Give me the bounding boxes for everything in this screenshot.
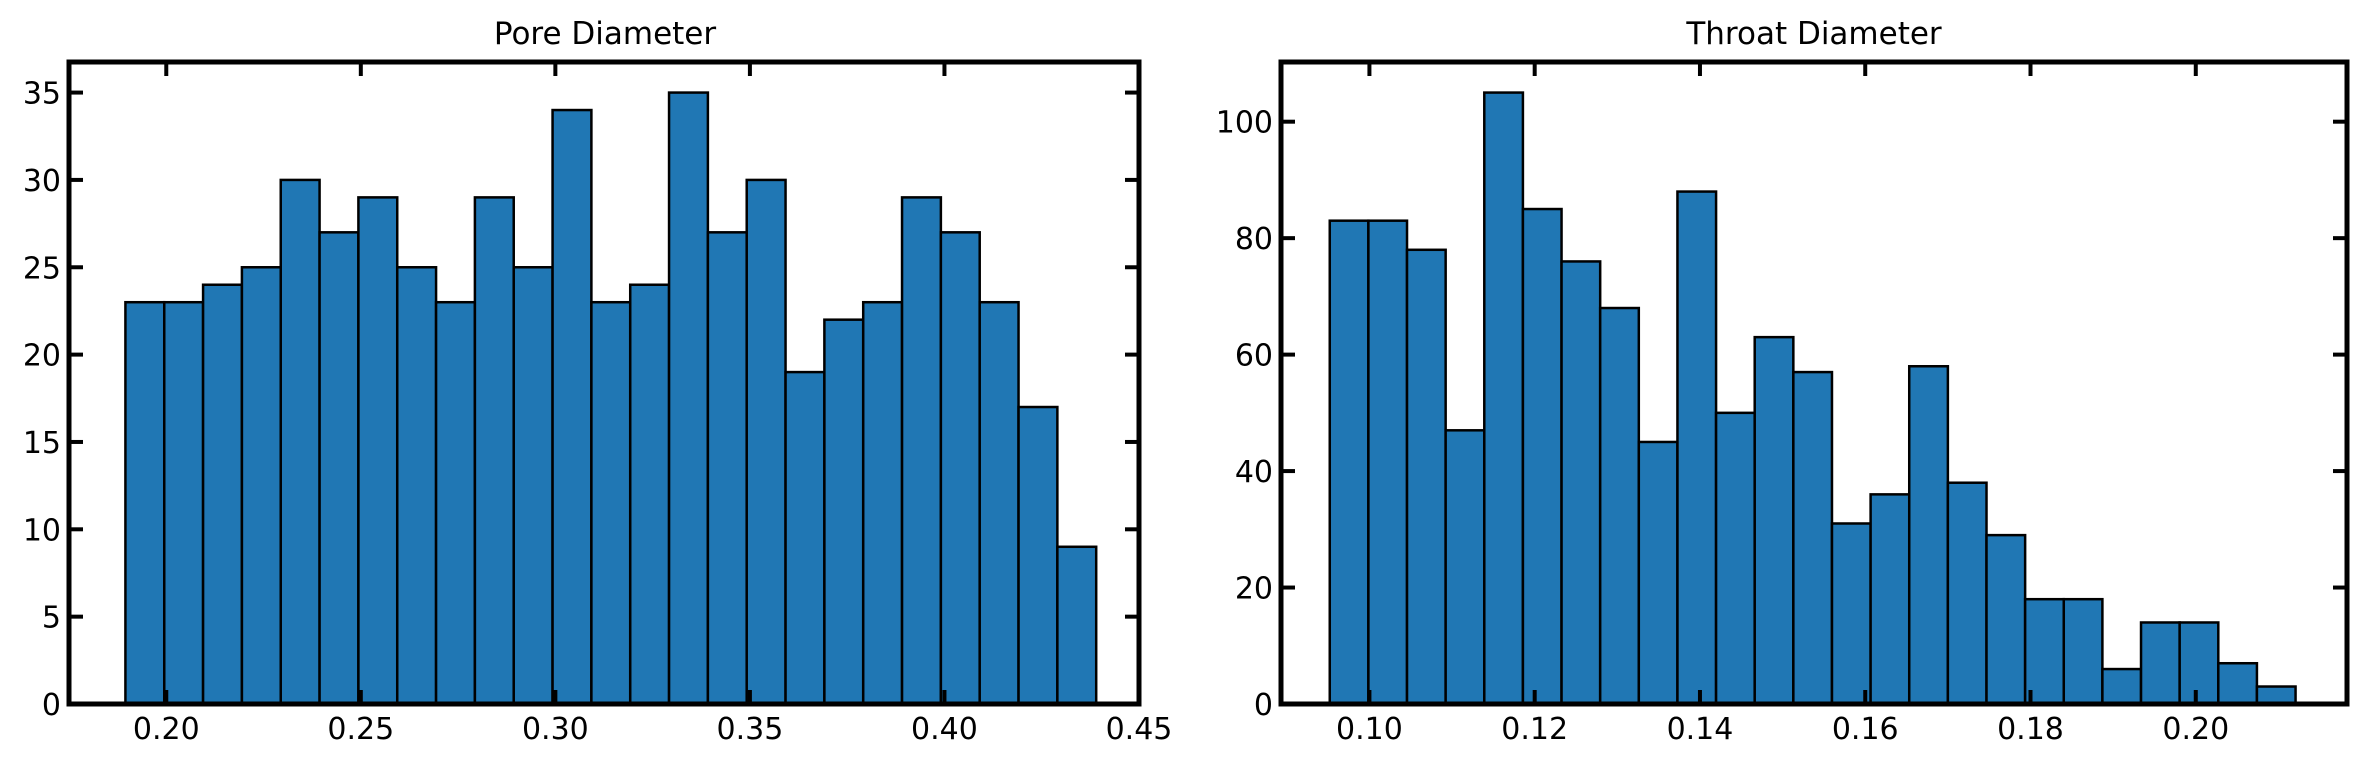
- bars-group: [124, 91, 1098, 706]
- histogram-bar: [2255, 685, 2297, 706]
- x-tick-label: 0.40: [911, 712, 978, 747]
- y-tick-label: 0: [42, 688, 61, 723]
- x-tick-label: 0.30: [522, 712, 589, 747]
- chart-title: Throat Diameter: [1685, 16, 1942, 52]
- histogram-bar: [1560, 260, 1602, 706]
- y-tick-label: 20: [1235, 572, 1273, 607]
- histogram-bar: [1483, 91, 1525, 706]
- y-tick-label: 5: [42, 601, 61, 636]
- histogram-bar: [1405, 248, 1447, 706]
- histogram-bar: [1869, 493, 1911, 706]
- x-tick-label: 0.20: [133, 712, 200, 747]
- histogram-bar: [1328, 219, 1370, 706]
- ticks-group: 0.20 0.25 0.30 0.35 0.40 0.45 0 5 10 15 20 25 30 35: [23, 62, 1173, 747]
- histogram-bar: [1444, 429, 1486, 706]
- x-tick-label: 0.25: [327, 712, 394, 747]
- x-tick-label: 0.10: [1336, 712, 1403, 747]
- x-tick-label: 0.45: [1106, 712, 1173, 747]
- histogram-bar: [1676, 190, 1718, 706]
- histogram-bar: [2101, 667, 2143, 706]
- histogram-bar: [1637, 440, 1679, 706]
- x-tick-label: 0.35: [717, 712, 784, 747]
- ticks-group: 0.10 0.12 0.14 0.16 0.18 0.20 0 20 40 60 80 100: [1216, 62, 2347, 747]
- axes-frame: [1278, 59, 2350, 707]
- y-tick-label: 100: [1216, 106, 1273, 141]
- pore-diameter-histogram: Pore Diameter 0.20 0.25 0.30 0.35 0.40 0.45 0 5…: [23, 16, 1173, 747]
- histogram-bar: [1907, 365, 1950, 706]
- histogram-bar: [1521, 207, 1563, 706]
- axes-frame: [66, 59, 1142, 707]
- histogram-bar: [2062, 597, 2104, 706]
- x-tick-label: 0.16: [1832, 712, 1899, 747]
- histogram-bar: [395, 266, 438, 706]
- histogram-bar: [706, 231, 748, 706]
- histogram-bar: [784, 370, 826, 706]
- y-tick-label: 15: [23, 426, 61, 461]
- histogram-bar: [628, 283, 671, 706]
- histogram-bar: [357, 196, 399, 706]
- histogram-bar: [861, 300, 904, 706]
- y-tick-label: 80: [1235, 222, 1273, 257]
- histogram-bar: [1946, 481, 1988, 706]
- histogram-bar: [1753, 335, 1795, 706]
- histogram-bar: [590, 300, 632, 706]
- histogram-bar: [667, 91, 710, 706]
- histogram-bar: [2178, 621, 2220, 706]
- y-tick-label: 20: [23, 339, 61, 374]
- bars-group: [1328, 91, 2297, 706]
- histogram-bar: [1017, 405, 1059, 706]
- y-tick-label: 25: [23, 251, 61, 286]
- y-tick-label: 10: [23, 513, 61, 548]
- histogram-bar: [318, 231, 360, 706]
- y-tick-label: 35: [23, 77, 61, 112]
- histogram-bar: [240, 266, 282, 706]
- histogram-bar: [124, 300, 166, 706]
- x-tick-label: 0.20: [2162, 712, 2229, 747]
- histogram-bar: [939, 231, 981, 706]
- histogram-bar: [900, 196, 943, 706]
- x-tick-label: 0.18: [1997, 712, 2064, 747]
- histogram-bar: [1367, 219, 1409, 706]
- histogram-bar: [1792, 370, 1834, 706]
- histogram-bar: [512, 266, 554, 706]
- y-tick-label: 40: [1235, 455, 1273, 490]
- histogram-bar: [551, 108, 593, 706]
- histogram-bar: [1056, 545, 1098, 706]
- histogram-bar: [1830, 522, 1872, 706]
- histogram-bar: [2023, 597, 2066, 706]
- throat-diameter-histogram: Throat Diameter 0.10 0.12 0.14 0.16 0.18 0.20…: [1216, 16, 2350, 747]
- y-tick-label: 30: [23, 164, 61, 199]
- histogram-bar: [978, 300, 1020, 706]
- histogram-bar: [2217, 661, 2259, 706]
- histogram-bar: [2139, 621, 2181, 706]
- histogram-bar: [162, 300, 205, 706]
- x-tick-label: 0.12: [1501, 712, 1568, 747]
- histogram-bar: [279, 178, 321, 706]
- y-tick-label: 60: [1235, 339, 1273, 374]
- histogram-bar: [823, 318, 865, 706]
- histogram-bar: [1985, 533, 2027, 706]
- histogram-bar: [434, 300, 477, 706]
- histogram-bar: [1714, 411, 1756, 706]
- histogram-bar: [745, 178, 787, 706]
- chart-title: Pore Diameter: [494, 16, 717, 52]
- histogram-bar: [201, 283, 244, 706]
- x-tick-label: 0.14: [1667, 712, 1734, 747]
- y-tick-label: 0: [1254, 688, 1273, 723]
- histogram-bar: [473, 196, 515, 706]
- histogram-bar: [1598, 306, 1641, 706]
